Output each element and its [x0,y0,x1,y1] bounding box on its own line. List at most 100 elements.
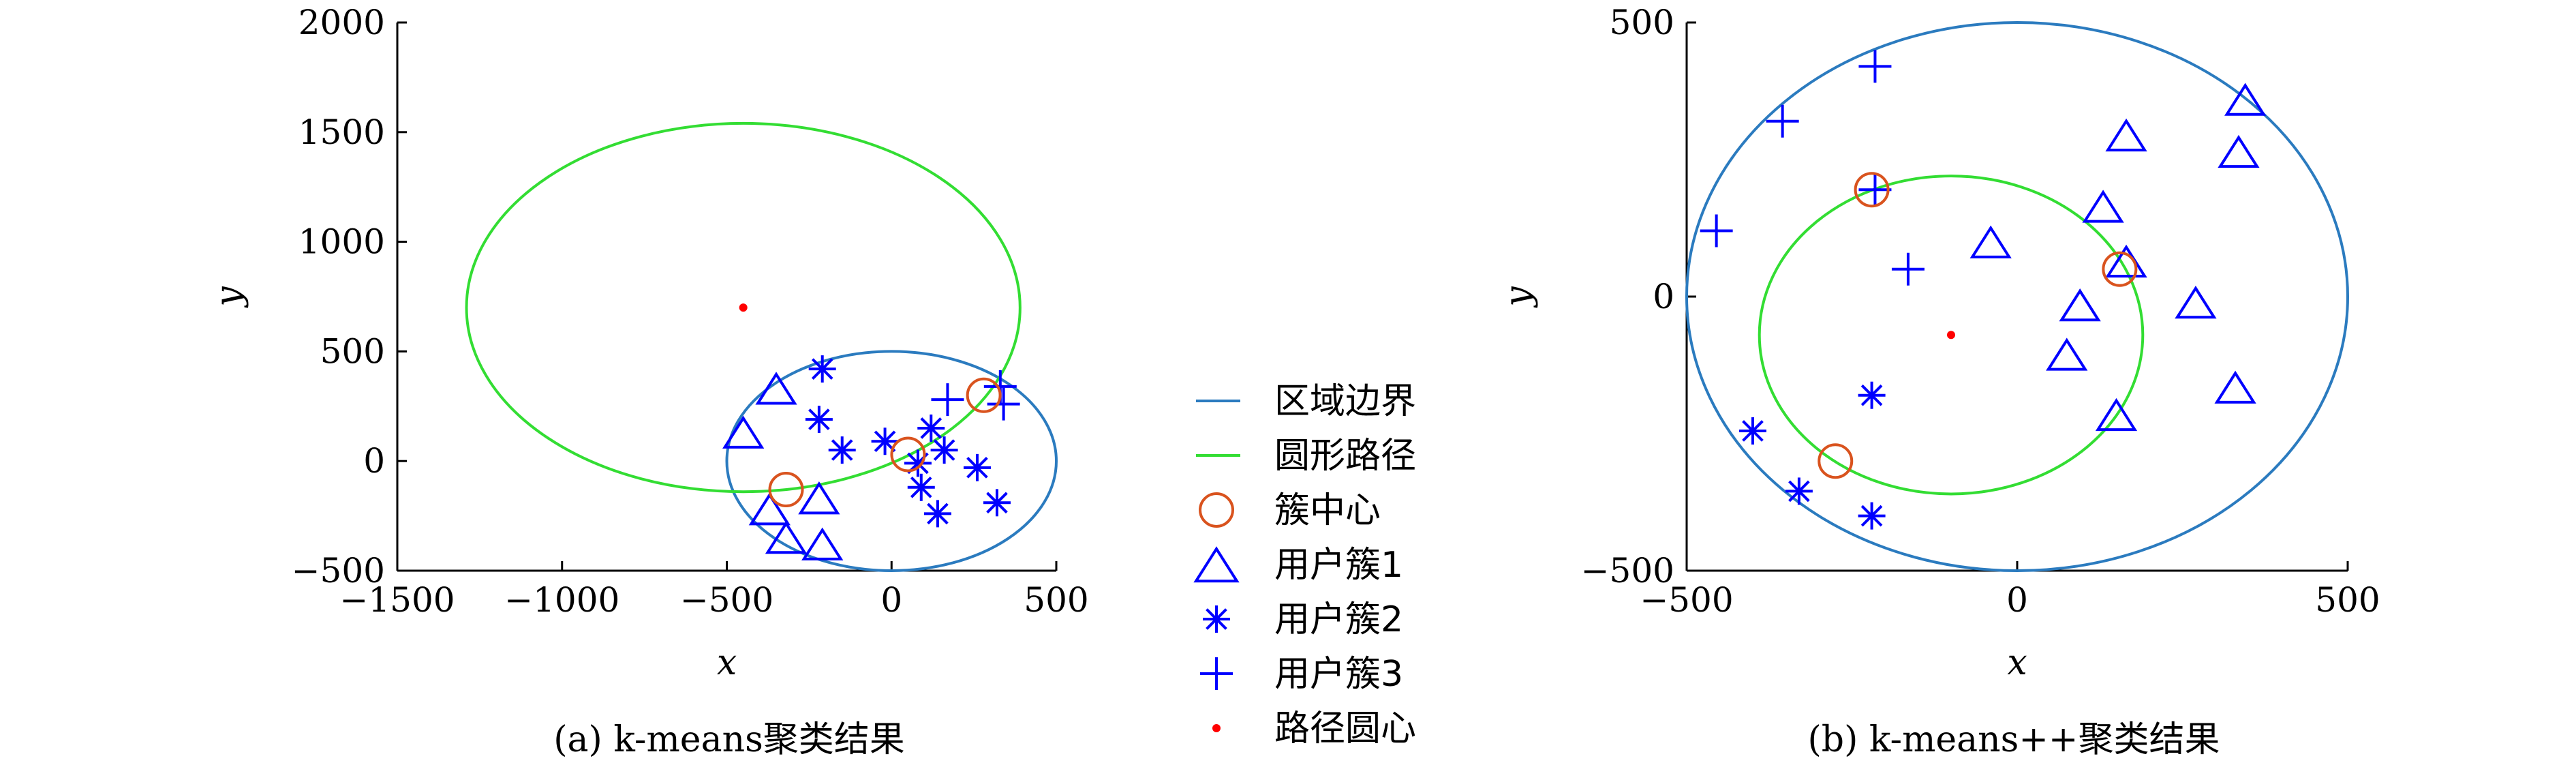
cluster2-point [963,453,991,481]
cluster2-point [805,406,833,434]
cluster1-point [2046,338,2088,371]
circular-path-curve [465,121,1022,494]
x-axis-title: x [717,642,737,683]
cluster2-point [983,489,1011,517]
cluster1-point [2214,370,2256,404]
cluster1-point [1969,225,2012,258]
cluster1-point [755,372,797,405]
x-tick-label: 500 [1024,580,1088,620]
legend-label: 路径圆心 [1274,708,1416,749]
cluster2-point [907,473,935,501]
cluster2-point [930,436,958,464]
cluster1-point [2082,190,2124,223]
panel-b-kmeanspp: −500 0 500 −500 0 500 x y [1498,3,2380,683]
cluster2-point [1739,417,1766,445]
panel-a-kmeans: −1500 −1000 −500 0 500 −500 0 500 1000 1500 2000 x y [209,3,1089,683]
cluster3-point [1700,214,1733,247]
cluster-center-point [966,377,1002,413]
x-tick-label: −1500 [339,580,455,620]
legend-cluster2-marker [1203,605,1230,633]
region-boundary-curve [1685,21,2349,572]
region-boundary-curve [725,350,1058,573]
cluster-center-point [1854,172,1890,208]
legend-label: 区域边界 [1274,381,1416,422]
asterisk-stroke [966,457,988,479]
cluster3-point [931,383,964,417]
legend-cluster-center-marker [1199,492,1234,528]
y-tick-label: 500 [320,331,385,371]
x-tick-label: −500 [1640,580,1733,620]
caption-a: (a) k-means聚类结果 [553,719,905,760]
cluster1-point [2095,397,2138,432]
x-tick-label: −1000 [504,580,619,620]
cluster2-point [904,449,932,477]
cluster2-point [871,427,899,455]
cluster2-point [923,500,951,528]
cluster3-point [1858,173,1892,207]
legend-label: 用户簇1 [1274,545,1403,586]
cluster-center-point [2102,251,2138,287]
asterisk-stroke [910,476,932,498]
cluster2-point [917,414,945,442]
y-tick-label: 500 [1610,3,1674,42]
y-tick-label: 1000 [298,222,385,262]
y-tick-label: −500 [292,551,385,590]
cluster1-point [2105,118,2147,152]
y-axis-title: y [1498,286,1539,308]
cluster3-point [1766,104,1799,138]
x-tick-label: 0 [2006,580,2028,620]
cluster3-point [1891,252,1925,286]
cluster1-point [2059,288,2101,322]
legend-cluster3-marker [1200,657,1233,690]
cluster2-point [1858,502,1886,530]
path-center-point [739,303,748,312]
x-tick-label: −500 [680,580,773,620]
cluster2-point [808,355,836,383]
cluster1-point [2218,134,2260,168]
legend-path-center-marker [1212,724,1221,732]
asterisk-stroke [874,430,896,453]
cluster-center-point [1818,443,1854,479]
asterisk-stroke [986,492,1008,514]
legend-label: 用户簇3 [1274,654,1403,695]
legend-label: 圆形路径 [1274,436,1416,477]
asterisk-stroke [1742,420,1764,442]
legend-label: 用户簇2 [1274,599,1403,640]
y-axis-title: y [209,286,249,308]
asterisk-stroke [811,358,833,380]
asterisk-stroke [1860,384,1883,406]
y-tick-label: 2000 [298,3,385,42]
cluster3-point [1858,50,1892,83]
path-center-point [1947,331,1955,340]
cluster1-point [2175,286,2217,319]
cluster-center-point [768,472,804,508]
cluster1-point [801,527,844,560]
cluster1-point [2224,82,2267,116]
asterisk-stroke [933,439,955,461]
asterisk-stroke [927,502,949,525]
x-axis-title: x [2007,642,2027,683]
asterisk-stroke [1788,480,1810,502]
legend-cluster1-marker [1193,546,1240,583]
asterisk-stroke [831,439,853,461]
caption-b: (b) k-means++聚类结果 [1808,719,2220,760]
asterisk-stroke [808,408,830,430]
cluster3-point [987,387,1020,421]
cluster1-point [765,520,808,554]
cluster1-point [748,492,791,526]
x-tick-label: 0 [880,580,902,620]
cluster1-point [798,481,840,515]
cluster2-point [1858,381,1886,409]
cluster2-point [828,436,856,464]
asterisk-stroke [1860,505,1883,527]
y-tick-label: 0 [363,441,385,481]
y-tick-label: 0 [1653,277,1674,316]
y-tick-label: 1500 [298,112,385,152]
cluster-center-point [890,436,926,472]
cluster1-point [722,415,765,449]
asterisk-stroke [1206,608,1227,630]
legend-label: 簇中心 [1274,490,1381,531]
asterisk-stroke [920,417,942,439]
cluster2-point [1785,477,1813,505]
